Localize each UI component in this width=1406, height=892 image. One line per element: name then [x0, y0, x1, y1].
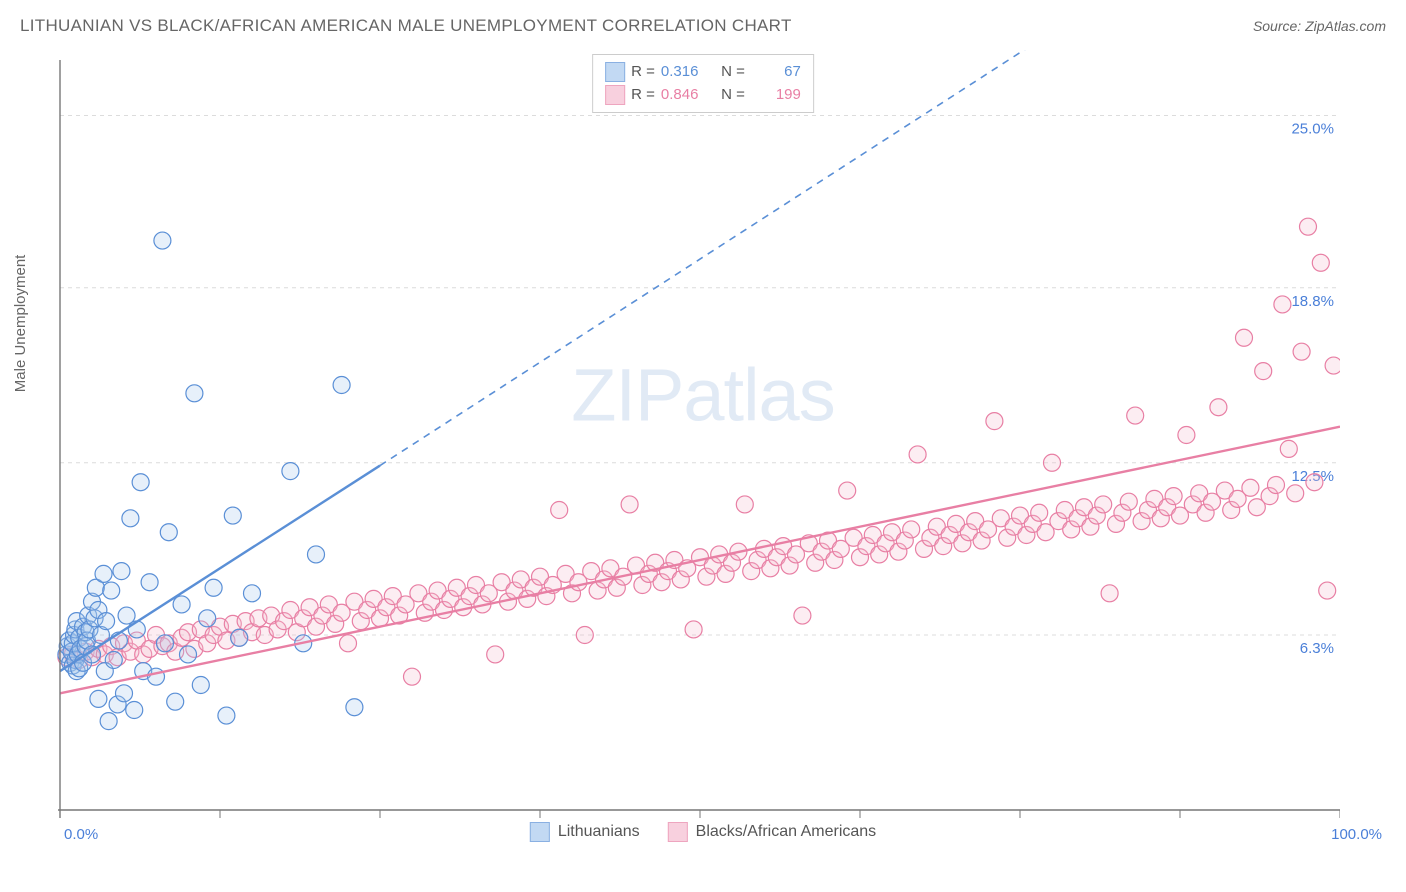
scatter-point [1127, 407, 1144, 424]
legend-n-value: 199 [751, 84, 801, 107]
scatter-point [173, 596, 190, 613]
correlation-legend: R = 0.316 N = 67 R = 0.846 N = 199 [592, 54, 814, 113]
scatter-point [1319, 582, 1336, 599]
legend-swatch [668, 822, 688, 842]
scatter-point [192, 677, 209, 694]
scatter-point [205, 579, 222, 596]
scatter-point [794, 607, 811, 624]
scatter-point [90, 690, 107, 707]
legend-series-label: Lithuanians [558, 823, 640, 841]
scatter-point [1325, 357, 1340, 374]
scatter-chart-svg: 6.3%12.5%18.8%25.0% [20, 50, 1340, 850]
y-axis-label: Male Unemployment [12, 255, 29, 393]
scatter-point [308, 546, 325, 563]
scatter-point [95, 565, 112, 582]
svg-text:25.0%: 25.0% [1291, 121, 1334, 138]
scatter-point [98, 613, 115, 630]
legend-item: Blacks/African Americans [668, 822, 877, 842]
scatter-point [1306, 474, 1323, 491]
legend-n-label: N = [717, 84, 745, 107]
x-axis-min-label: 0.0% [64, 826, 98, 843]
scatter-point [156, 635, 173, 652]
scatter-point [1293, 343, 1310, 360]
legend-swatch [605, 85, 625, 105]
scatter-point [113, 563, 130, 580]
scatter-point [1274, 296, 1291, 313]
svg-text:18.8%: 18.8% [1291, 293, 1334, 310]
scatter-point [1031, 504, 1048, 521]
x-axis-max-label: 100.0% [1331, 826, 1382, 843]
scatter-point [1120, 493, 1137, 510]
scatter-point [736, 496, 753, 513]
scatter-point [224, 507, 241, 524]
scatter-point [903, 521, 920, 538]
legend-r-value: 0.846 [661, 84, 711, 107]
scatter-point [1242, 479, 1259, 496]
scatter-point [487, 646, 504, 663]
scatter-point [1287, 485, 1304, 502]
chart-area: Male Unemployment ZIPatlas 6.3%12.5%18.8… [20, 50, 1386, 872]
scatter-point [105, 652, 122, 669]
legend-swatch [530, 822, 550, 842]
scatter-point [340, 635, 357, 652]
legend-swatch [605, 62, 625, 82]
legend-series-label: Blacks/African Americans [696, 823, 877, 841]
scatter-point [122, 510, 139, 527]
legend-r-label: R = [631, 84, 655, 107]
scatter-point [141, 574, 158, 591]
scatter-point [103, 582, 120, 599]
scatter-point [839, 482, 856, 499]
scatter-point [180, 646, 197, 663]
source-label: Source: ZipAtlas.com [1253, 18, 1386, 34]
scatter-point [1044, 454, 1061, 471]
scatter-point [346, 699, 363, 716]
scatter-point [128, 621, 145, 638]
legend-row: R = 0.846 N = 199 [605, 84, 801, 107]
legend-r-label: R = [631, 61, 655, 84]
scatter-point [186, 385, 203, 402]
legend-item: Lithuanians [530, 822, 640, 842]
scatter-point [551, 502, 568, 519]
legend-n-label: N = [717, 61, 745, 84]
trend-line [60, 427, 1340, 694]
scatter-point [1236, 329, 1253, 346]
scatter-point [621, 496, 638, 513]
scatter-point [1312, 254, 1329, 271]
scatter-point [986, 413, 1003, 430]
scatter-point [1101, 585, 1118, 602]
scatter-point [100, 713, 117, 730]
scatter-point [244, 585, 261, 602]
legend-n-value: 67 [751, 61, 801, 84]
scatter-point [1095, 496, 1112, 513]
chart-title: LITHUANIAN VS BLACK/AFRICAN AMERICAN MAL… [20, 16, 792, 36]
scatter-point [218, 707, 235, 724]
scatter-point [333, 377, 350, 394]
scatter-point [148, 668, 165, 685]
scatter-point [576, 627, 593, 644]
scatter-point [1280, 440, 1297, 457]
scatter-point [167, 693, 184, 710]
scatter-point [132, 474, 149, 491]
scatter-point [1165, 488, 1182, 505]
svg-text:6.3%: 6.3% [1300, 640, 1334, 657]
legend-row: R = 0.316 N = 67 [605, 61, 801, 84]
scatter-point [1255, 363, 1272, 380]
scatter-point [116, 685, 133, 702]
scatter-point [1300, 218, 1317, 235]
legend-r-value: 0.316 [661, 61, 711, 84]
scatter-point [160, 524, 177, 541]
scatter-point [1178, 427, 1195, 444]
scatter-point [199, 610, 216, 627]
scatter-point [1268, 477, 1285, 494]
scatter-point [154, 232, 171, 249]
scatter-point [404, 668, 421, 685]
scatter-point [685, 621, 702, 638]
scatter-point [282, 463, 299, 480]
trend-line-extrapolated [380, 50, 1340, 466]
scatter-point [231, 629, 248, 646]
scatter-point [1210, 399, 1227, 416]
scatter-point [126, 702, 143, 719]
scatter-point [909, 446, 926, 463]
series-legend: Lithuanians Blacks/African Americans [530, 822, 876, 842]
